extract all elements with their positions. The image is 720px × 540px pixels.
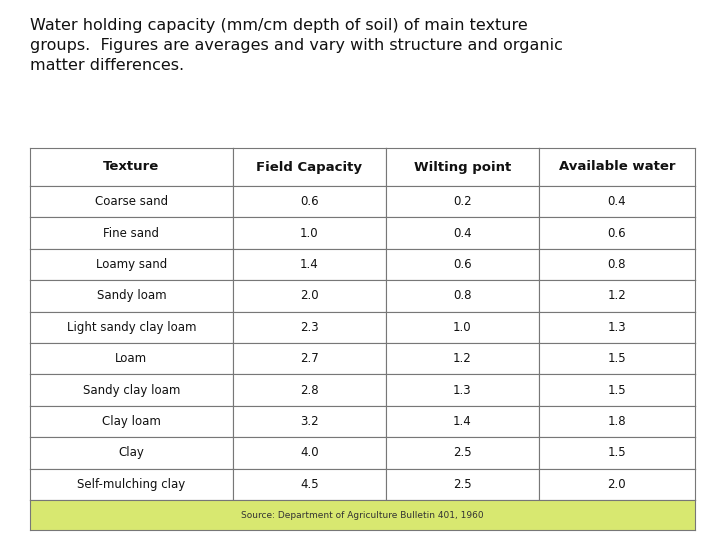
Text: 1.5: 1.5 <box>608 383 626 396</box>
Text: 0.8: 0.8 <box>453 289 472 302</box>
Text: 1.5: 1.5 <box>608 447 626 460</box>
Text: Texture: Texture <box>103 160 160 173</box>
Text: Water holding capacity (mm/cm depth of soil) of main texture: Water holding capacity (mm/cm depth of s… <box>30 18 528 33</box>
Text: Self-mulching clay: Self-mulching clay <box>77 478 186 491</box>
Text: Field Capacity: Field Capacity <box>256 160 362 173</box>
Text: Clay loam: Clay loam <box>102 415 161 428</box>
Text: matter differences.: matter differences. <box>30 58 184 73</box>
Text: 2.8: 2.8 <box>300 383 319 396</box>
Text: Wilting point: Wilting point <box>413 160 511 173</box>
Text: 2.3: 2.3 <box>300 321 319 334</box>
Text: 1.2: 1.2 <box>608 289 626 302</box>
Text: 4.5: 4.5 <box>300 478 319 491</box>
Text: 1.5: 1.5 <box>608 352 626 365</box>
Text: 4.0: 4.0 <box>300 447 319 460</box>
Text: 0.8: 0.8 <box>608 258 626 271</box>
Text: 0.6: 0.6 <box>300 195 319 208</box>
Text: 0.4: 0.4 <box>608 195 626 208</box>
Text: 2.5: 2.5 <box>453 447 472 460</box>
Text: Source: Department of Agriculture Bulletin 401, 1960: Source: Department of Agriculture Bullet… <box>241 510 484 519</box>
Text: 2.5: 2.5 <box>453 478 472 491</box>
Text: 0.2: 0.2 <box>453 195 472 208</box>
Text: Coarse sand: Coarse sand <box>95 195 168 208</box>
Text: 2.0: 2.0 <box>300 289 319 302</box>
Text: groups.  Figures are averages and vary with structure and organic: groups. Figures are averages and vary wi… <box>30 38 563 53</box>
Text: Sandy loam: Sandy loam <box>96 289 166 302</box>
Text: Loamy sand: Loamy sand <box>96 258 167 271</box>
Text: 1.0: 1.0 <box>300 227 319 240</box>
Text: 1.4: 1.4 <box>300 258 319 271</box>
Text: Fine sand: Fine sand <box>104 227 159 240</box>
Text: 0.4: 0.4 <box>453 227 472 240</box>
Text: Clay: Clay <box>119 447 144 460</box>
Text: Loam: Loam <box>115 352 148 365</box>
Text: 2.0: 2.0 <box>608 478 626 491</box>
Text: Sandy clay loam: Sandy clay loam <box>83 383 180 396</box>
Text: Light sandy clay loam: Light sandy clay loam <box>67 321 196 334</box>
Text: 1.0: 1.0 <box>453 321 472 334</box>
Text: Available water: Available water <box>559 160 675 173</box>
Text: 0.6: 0.6 <box>453 258 472 271</box>
Text: 1.2: 1.2 <box>453 352 472 365</box>
Text: 1.4: 1.4 <box>453 415 472 428</box>
Text: 3.2: 3.2 <box>300 415 319 428</box>
Text: 0.6: 0.6 <box>608 227 626 240</box>
Text: 2.7: 2.7 <box>300 352 319 365</box>
Text: 1.8: 1.8 <box>608 415 626 428</box>
Text: 1.3: 1.3 <box>453 383 472 396</box>
Text: 1.3: 1.3 <box>608 321 626 334</box>
